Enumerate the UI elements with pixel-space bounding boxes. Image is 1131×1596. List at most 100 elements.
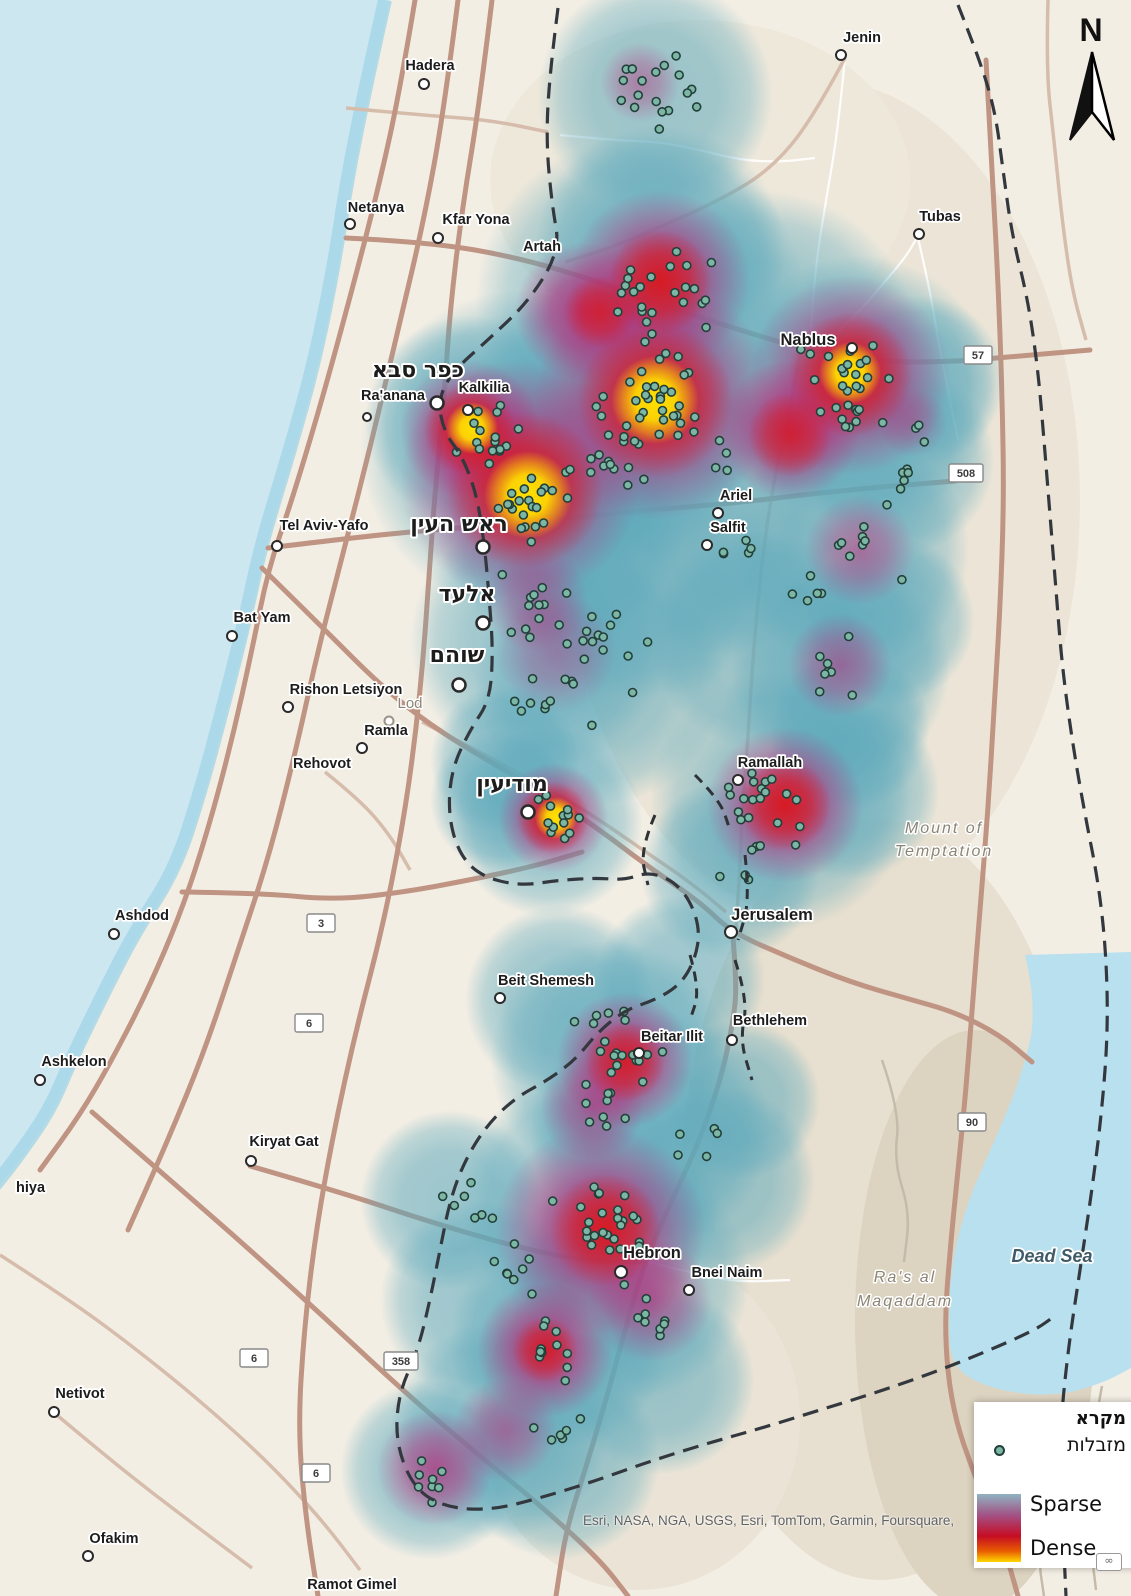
- dump-site-dot: [518, 510, 529, 520]
- dump-site-dot: [706, 257, 717, 268]
- city-label: Netivot: [55, 1386, 104, 1402]
- town-marker: [712, 507, 724, 519]
- dump-site-dot: [516, 706, 527, 716]
- dump-site-dot: [805, 349, 816, 359]
- dump-site-dot: [746, 543, 756, 554]
- city-label: Rishon Letsiyon: [290, 682, 403, 698]
- city-label: Nablus: [780, 331, 835, 349]
- town-marker: [226, 630, 238, 642]
- wadi-line: [880, 1059, 910, 1263]
- north-arrow-icon: [1069, 51, 1116, 141]
- green-line-border: [395, 7, 1053, 1511]
- dump-site-dot: [641, 382, 652, 392]
- dump-site-dot: [612, 1060, 622, 1071]
- legend-toggle-icon[interactable]: ∞: [1096, 1553, 1122, 1571]
- dump-site-dot: [623, 273, 633, 284]
- dump-site-dot: [689, 412, 700, 422]
- dump-site-dot: [519, 484, 530, 494]
- dump-site-dot: [609, 1234, 619, 1244]
- dump-site-dot: [616, 1220, 626, 1230]
- secondary-road: [323, 770, 412, 871]
- dump-site-dot: [701, 1151, 712, 1162]
- heat-blob: [748, 393, 832, 477]
- dump-site-dot: [581, 1098, 591, 1109]
- town-marker: [462, 404, 474, 416]
- dump-site-dot: [565, 464, 575, 475]
- dump-site-dot: [490, 432, 501, 443]
- heat-blob: [788, 613, 892, 717]
- dump-site-dot: [469, 418, 479, 429]
- dump-site-dot: [748, 777, 759, 787]
- dump-site-dot: [502, 1269, 513, 1279]
- dump-site-dot: [529, 589, 539, 600]
- dump-site-dot: [635, 281, 646, 292]
- dump-site-dot: [534, 613, 544, 624]
- dump-site-dot: [612, 1205, 623, 1215]
- town-marker: [835, 49, 847, 61]
- dump-site-dot: [657, 1047, 668, 1057]
- major-road: [297, 0, 495, 1596]
- dump-site-dot: [860, 536, 870, 546]
- jordan-border: [956, 4, 1109, 1596]
- dump-site-dot: [919, 437, 930, 447]
- city-label: מודיעין: [476, 772, 548, 797]
- city-label: Ariel: [720, 488, 752, 504]
- dump-site-dot: [837, 414, 847, 425]
- dump-site-dot: [598, 1227, 608, 1238]
- city-label: Bnei Naim: [692, 1265, 763, 1281]
- town-marker: [245, 1155, 257, 1167]
- road-shield-number: 358: [392, 1356, 410, 1368]
- barrier-segment: [688, 954, 699, 1021]
- dump-site-dot: [598, 645, 608, 655]
- dump-site-dot: [747, 794, 758, 805]
- dump-site-dot: [625, 377, 635, 387]
- dump-site-dot: [736, 814, 746, 825]
- dump-site-dot: [625, 265, 636, 275]
- town-marker: [726, 1034, 738, 1046]
- dump-site-dot: [603, 1088, 613, 1099]
- dump-site-dot: [790, 840, 801, 850]
- dump-site-dot: [562, 1362, 573, 1373]
- town-marker: [356, 742, 368, 754]
- dump-site-dot: [738, 793, 749, 804]
- dump-site-dot: [809, 374, 820, 385]
- dump-site-dot: [815, 651, 825, 662]
- dump-site-dot: [715, 871, 725, 882]
- dump-site-dot: [903, 467, 914, 478]
- dump-site-dot: [575, 1414, 586, 1424]
- dump-site-dot: [581, 1079, 591, 1090]
- road-shield-number: 508: [957, 468, 975, 480]
- city-label: Ra'anana: [361, 388, 426, 404]
- dump-site-dot: [591, 1010, 602, 1021]
- city-label: Kalkilia: [459, 380, 511, 396]
- dump-site-dot: [671, 246, 682, 257]
- dump-site-dot: [913, 420, 924, 431]
- dump-site-legend-icon: [994, 1445, 1005, 1456]
- dump-site-dot: [620, 1113, 631, 1124]
- dump-site-dot: [541, 790, 552, 801]
- city-label: Tel Aviv-Yafo: [280, 518, 369, 534]
- dump-site-dot: [633, 1313, 643, 1323]
- dump-site-dot: [673, 351, 684, 362]
- city-label: Beit Shemesh: [498, 973, 594, 989]
- dump-site-dot: [437, 1466, 447, 1477]
- dump-site-dot: [568, 679, 579, 689]
- town-marker: [494, 992, 506, 1004]
- dump-site-dot: [622, 480, 633, 490]
- dump-site-dot: [514, 495, 525, 506]
- dump-site-dot: [603, 430, 614, 440]
- dump-site-dot: [795, 821, 805, 832]
- dump-site-dot: [675, 418, 686, 429]
- secondary-road: [56, 1414, 254, 1570]
- town-marker: [701, 539, 713, 551]
- dead-sea: [949, 952, 1131, 1395]
- dump-site-dot: [560, 674, 571, 685]
- town-marker: [282, 701, 294, 713]
- dump-site-dot: [723, 782, 734, 793]
- city-label: Netanya: [348, 200, 405, 216]
- dump-site-dot: [636, 366, 647, 377]
- dump-site-dot: [533, 794, 544, 805]
- dump-site-dot: [578, 635, 588, 646]
- dump-site-dot: [581, 1226, 592, 1236]
